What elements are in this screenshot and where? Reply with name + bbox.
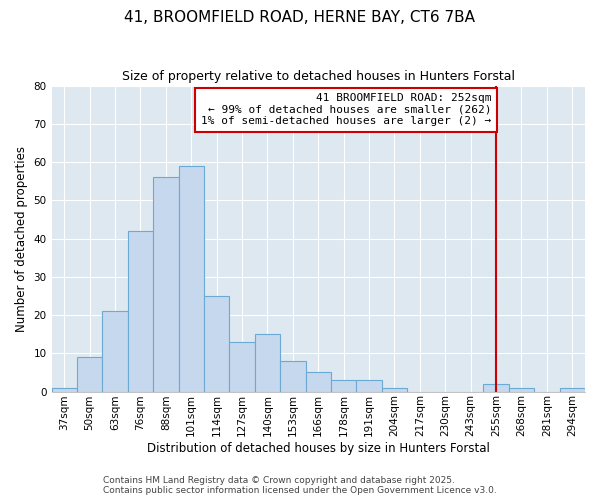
Bar [382, 388, 407, 392]
Bar [153, 178, 179, 392]
Bar [356, 380, 382, 392]
Title: Size of property relative to detached houses in Hunters Forstal: Size of property relative to detached ho… [122, 70, 515, 83]
Bar [204, 296, 229, 392]
Bar [255, 334, 280, 392]
Bar [77, 357, 103, 392]
X-axis label: Distribution of detached houses by size in Hunters Forstal: Distribution of detached houses by size … [147, 442, 490, 455]
Bar [229, 342, 255, 392]
Bar [484, 384, 509, 392]
Bar [128, 231, 153, 392]
Bar [509, 388, 534, 392]
Bar [179, 166, 204, 392]
Text: Contains HM Land Registry data © Crown copyright and database right 2025.
Contai: Contains HM Land Registry data © Crown c… [103, 476, 497, 495]
Bar [280, 361, 305, 392]
Bar [560, 388, 585, 392]
Y-axis label: Number of detached properties: Number of detached properties [15, 146, 28, 332]
Text: 41 BROOMFIELD ROAD: 252sqm
← 99% of detached houses are smaller (262)
1% of semi: 41 BROOMFIELD ROAD: 252sqm ← 99% of deta… [201, 93, 491, 126]
Bar [52, 388, 77, 392]
Bar [305, 372, 331, 392]
Text: 41, BROOMFIELD ROAD, HERNE BAY, CT6 7BA: 41, BROOMFIELD ROAD, HERNE BAY, CT6 7BA [125, 10, 476, 25]
Bar [103, 311, 128, 392]
Bar [331, 380, 356, 392]
